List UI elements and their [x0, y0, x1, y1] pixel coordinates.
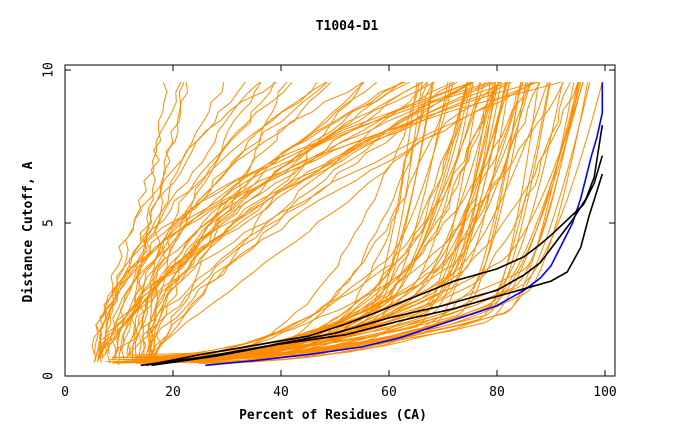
model-line-39: [146, 81, 363, 366]
x-tick-label: 100: [593, 385, 616, 400]
model-line-5: [109, 81, 561, 358]
model-line-100: [156, 81, 500, 359]
model-line-35: [126, 81, 378, 359]
model-line-91: [193, 82, 579, 363]
model-line-15: [107, 81, 410, 354]
model-line-31: [153, 81, 404, 365]
model-line-37: [128, 82, 168, 355]
model-line-104: [172, 81, 434, 360]
model-line-18: [143, 81, 501, 362]
model-line-17: [153, 81, 288, 357]
x-tick-label: 0: [61, 385, 69, 400]
model-line-43: [94, 81, 261, 361]
model-line-75: [175, 82, 563, 362]
model-line-42: [148, 81, 535, 358]
x-tick-label: 80: [489, 385, 505, 400]
x-axis-label: Percent of Residues (CA): [239, 408, 427, 423]
model-line-21: [94, 81, 536, 355]
model-line-65: [136, 82, 580, 357]
series-line-0: [205, 82, 604, 367]
model-line-41: [101, 81, 277, 354]
x-tick-label: 60: [381, 385, 397, 400]
model-line-87: [138, 82, 491, 362]
y-tick-label: 10: [42, 62, 57, 78]
model-line-33: [99, 81, 182, 359]
model-line-28: [113, 81, 428, 359]
chart-title: T1004-D1: [316, 19, 379, 34]
plot-frame: [64, 64, 616, 377]
axis-ticks: 0 20 40 60 80 100 0 5 10: [42, 62, 617, 400]
model-line-103: [127, 82, 451, 356]
model-line-27: [131, 82, 189, 360]
model-line-44: [101, 81, 327, 359]
series-line-1: [145, 155, 604, 367]
model-line-23: [147, 81, 185, 362]
model-line-20: [128, 81, 458, 355]
model-line-34: [141, 81, 364, 358]
model-line-94: [192, 81, 571, 358]
model-line-96: [177, 82, 500, 357]
model-line-8: [114, 81, 328, 360]
model-line-40: [96, 81, 402, 363]
model-line-90: [153, 82, 420, 362]
model-line-88: [140, 82, 454, 361]
y-tick-label: 5: [42, 219, 57, 227]
model-line-3: [148, 81, 472, 366]
y-axis-label: Distance Cutoff, A: [21, 161, 36, 302]
model-line-36: [140, 81, 424, 356]
model-line-95: [146, 81, 541, 358]
x-tick-label: 20: [165, 385, 181, 400]
series-lines: [140, 82, 604, 367]
x-tick-label: 40: [273, 385, 289, 400]
y-tick-label: 0: [42, 372, 57, 380]
model-line-30: [152, 81, 509, 362]
series-line-3: [151, 173, 604, 367]
model-line-1: [111, 82, 225, 361]
